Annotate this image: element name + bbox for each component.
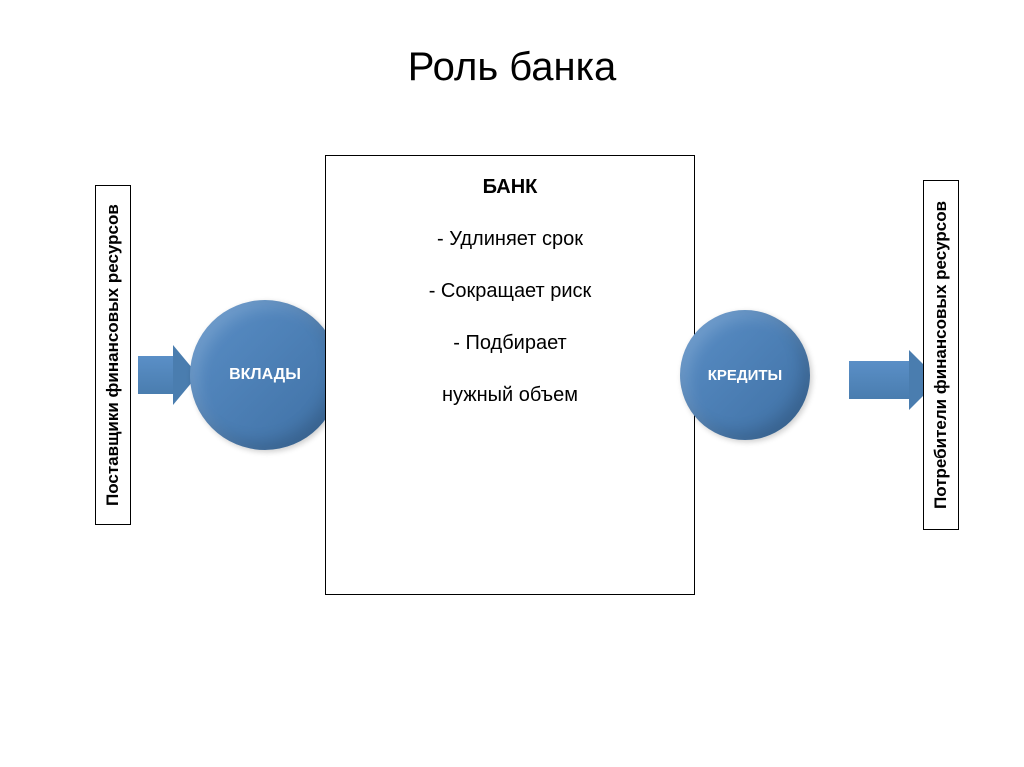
credits-circle: КРЕДИТЫ <box>680 310 810 440</box>
bank-item: - Сокращает риск <box>341 276 679 306</box>
bank-box: БАНК - Удлиняет срок - Сокращает риск - … <box>325 155 695 595</box>
arrow-body <box>138 356 173 394</box>
deposits-label: ВКЛАДЫ <box>229 366 301 384</box>
bank-item: нужный объем <box>341 380 679 410</box>
diagram-title: Роль банка <box>0 45 1024 90</box>
deposits-circle: ВКЛАДЫ <box>190 300 340 450</box>
consumers-box: Потребители финансовых ресурсов <box>923 180 959 530</box>
credits-label: КРЕДИТЫ <box>708 367 782 384</box>
arrow-suppliers-to-deposits <box>138 345 198 405</box>
bank-title: БАНК <box>341 176 679 199</box>
bank-item: - Удлиняет срок <box>341 224 679 254</box>
bank-item: - Подбирает <box>341 328 679 358</box>
suppliers-box: Поставщики финансовых ресурсов <box>95 185 131 525</box>
arrow-body <box>849 361 909 399</box>
